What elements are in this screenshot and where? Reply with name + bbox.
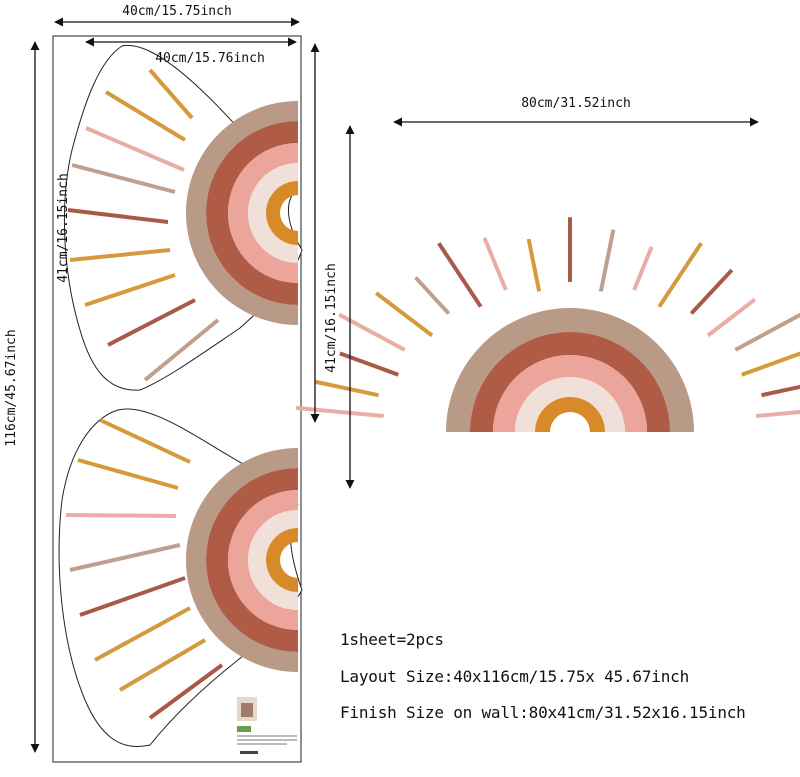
rainbow-band bbox=[248, 163, 298, 263]
finish-size-info: Finish Size on wall:80x41cm/31.52x16.15i… bbox=[340, 703, 746, 722]
sun-ray bbox=[99, 418, 191, 464]
sun-ray bbox=[741, 351, 800, 377]
sun-ray bbox=[65, 513, 177, 518]
sun-ray bbox=[689, 268, 734, 315]
finished-rainbow bbox=[295, 217, 800, 432]
sun-ray bbox=[598, 229, 616, 292]
sun-ray bbox=[77, 458, 179, 490]
finish-height-label: 41cm/16.15inch bbox=[324, 263, 339, 373]
layout-size-info: Layout Size:40x116cm/15.75x 45.67inch bbox=[340, 667, 690, 686]
sun-ray bbox=[148, 663, 224, 720]
sun-ray bbox=[437, 242, 483, 308]
sun-ray bbox=[143, 318, 220, 382]
top-half-rainbow bbox=[67, 68, 298, 382]
sun-ray bbox=[69, 543, 181, 572]
sun-ray bbox=[657, 242, 703, 308]
sun-ray bbox=[104, 90, 187, 142]
rainbow-band bbox=[446, 308, 694, 432]
sun-ray bbox=[69, 248, 171, 262]
pieces-info: 1sheet=2pcs bbox=[340, 630, 444, 649]
rainbow-band bbox=[266, 528, 298, 592]
bottom-half-rainbow bbox=[65, 418, 298, 720]
rainbow-band bbox=[248, 510, 298, 610]
rainbow-band bbox=[515, 377, 625, 432]
sun-ray bbox=[314, 379, 379, 398]
sun-ray bbox=[118, 638, 207, 692]
sun-ray bbox=[761, 384, 800, 398]
sun-ray bbox=[414, 276, 451, 315]
sun-ray bbox=[85, 126, 185, 172]
sun-ray bbox=[632, 246, 654, 291]
rainbow-band bbox=[470, 332, 670, 432]
sun-ray bbox=[338, 312, 406, 352]
sun-ray bbox=[148, 68, 194, 120]
sheet-product-label bbox=[237, 697, 297, 754]
rainbow-band bbox=[186, 448, 298, 672]
rainbow-band bbox=[206, 121, 298, 305]
rainbow-band bbox=[266, 181, 298, 245]
sun-ray bbox=[526, 238, 542, 292]
rainbow-band bbox=[186, 101, 298, 325]
sun-ray bbox=[71, 163, 176, 194]
sheet-width-label: 40cm/15.75inch bbox=[122, 4, 232, 19]
sun-ray bbox=[79, 576, 186, 617]
sun-ray bbox=[94, 606, 191, 662]
finish-width-label: 80cm/31.52inch bbox=[521, 96, 631, 111]
sheet-height-label: 116cm/45.67inch bbox=[4, 329, 19, 446]
sun-ray bbox=[67, 208, 169, 224]
rainbow-band bbox=[206, 468, 298, 652]
sticker-width-label: 40cm/15.76inch bbox=[155, 51, 265, 66]
sun-ray bbox=[107, 298, 196, 347]
sun-ray bbox=[339, 351, 399, 377]
sticker-height-label: 41cm/16.15inch bbox=[56, 173, 71, 283]
rainbow-band bbox=[493, 355, 647, 432]
sun-ray bbox=[706, 297, 757, 338]
sun-ray bbox=[756, 409, 800, 418]
sun-ray bbox=[374, 291, 434, 338]
rainbow-band bbox=[228, 490, 298, 630]
rainbow-band bbox=[535, 397, 605, 432]
rainbow-band bbox=[228, 143, 298, 283]
sun-ray bbox=[734, 312, 800, 352]
sun-ray bbox=[295, 405, 384, 418]
sun-ray bbox=[84, 273, 176, 307]
sun-ray bbox=[482, 237, 508, 291]
